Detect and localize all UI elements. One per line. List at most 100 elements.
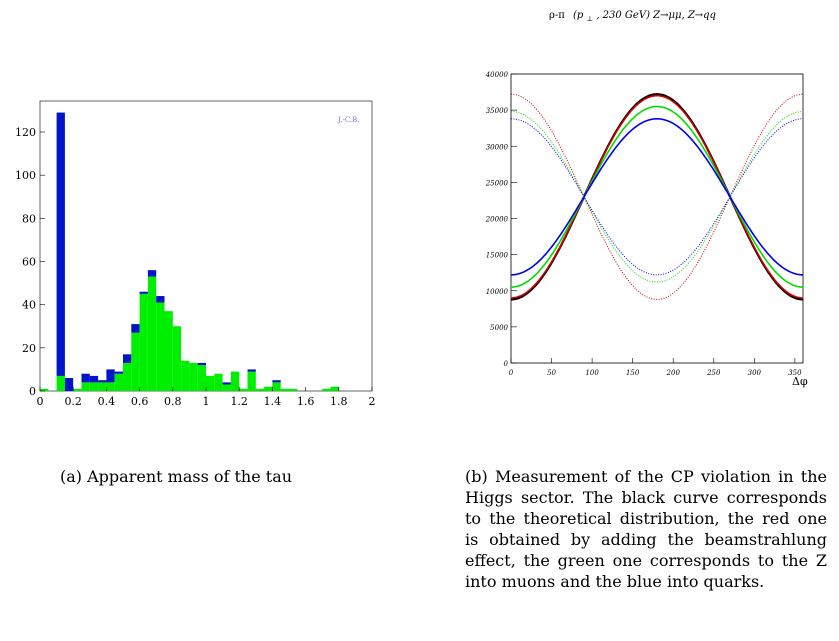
bar-green [214,373,223,391]
y-tick-label: 40000 [485,71,509,79]
bar-green [206,375,215,391]
x-tick-label: 0 [509,369,514,377]
bar-blue [123,354,132,363]
bar-green [106,382,115,391]
x-tick-label: 0.2 [64,395,82,408]
y-tick-label: 20000 [485,216,509,224]
y-tick-label: 40 [22,299,36,312]
y-tick-label: 25000 [485,179,509,187]
bar-green [114,373,123,391]
x-tick-label: 0.4 [98,395,116,408]
plot-b-frame [510,73,804,364]
x-tick-label: 0.8 [164,395,182,408]
caption-b-label: (b) [465,467,488,486]
plot-b-title-c: , 230 GeV) Z→μμ, Z→qq [596,10,716,21]
bar-blue [247,369,256,372]
bar-green [131,332,140,391]
bar-green [247,371,256,391]
bar-green [156,302,165,391]
series-line-2 [511,105,803,288]
y-tick-label: 0 [29,385,36,398]
bar-blue [131,324,140,333]
x-tick-label: 2 [369,395,376,408]
x-tick-label: 1 [203,395,210,408]
bar-green [40,388,49,391]
plot-b-title: ρ-π (p ⊥ , 230 GeV) Z→μμ, Z→qq [549,10,716,24]
series-line-6 [511,118,803,276]
bar-blue [156,296,165,303]
bar-green [73,388,82,391]
bar-blue [89,375,99,383]
x-tick-label: 0 [37,395,44,408]
series-line-5 [511,111,803,283]
bar-blue [222,382,231,385]
bar-green [81,382,90,391]
bar-green [280,388,289,391]
y-tick-label: 60 [22,256,36,269]
y-tick-label: 100 [15,169,36,182]
x-tick-label: 1.8 [330,395,348,408]
bar-green [222,384,231,391]
bar-green [189,362,198,391]
caption-a: (a) Apparent mass of the tau [60,466,390,487]
y-tick-label: 80 [22,212,36,225]
x-tick-label: 1.6 [297,395,315,408]
y-tick-label: 10000 [486,288,509,296]
series-line-3 [510,118,804,276]
y-tick-label: 0 [504,360,509,368]
bar-green [330,386,339,391]
caption-a-label: (a) [60,467,83,486]
bar-blue [197,362,206,366]
y-tick-label: 20 [22,342,36,355]
bar-green [147,276,157,391]
bar-green [172,326,182,391]
bar-blue [98,380,107,383]
y-tick-label: 15000 [486,252,509,260]
bar-green [264,386,273,391]
x-tick-label: 300 [748,369,762,377]
x-tick-label: 50 [547,369,556,377]
y-tick-label: 30000 [486,143,509,151]
bar-blue [272,380,281,383]
bar-green [272,382,281,391]
bar-blue [64,378,74,391]
series-line-1 [510,94,804,299]
y-tick-label: 35000 [486,107,509,115]
x-tick-label: 1.4 [264,395,282,408]
bar-green [123,362,132,391]
x-tick-label: 1.2 [230,395,248,408]
bar-green [98,382,107,391]
bar-green [181,360,190,391]
bar-blue [139,291,148,294]
bar-blue [56,112,65,376]
bar-blue [114,371,123,374]
plot-b-title-sub: ⊥ [587,15,594,23]
x-tick-label: 150 [626,369,640,377]
bar-blue [106,369,115,383]
bar-green [197,365,206,391]
plot-b-xlabel: Δφ [792,375,808,388]
y-tick-label: 5000 [490,324,508,332]
bar-green [56,375,65,391]
bar-green [239,388,248,391]
caption-b: (b) Measurement of the CP violation in t… [465,466,827,592]
bar-green [230,371,240,391]
x-tick-label: 0.6 [131,395,149,408]
bar-green [89,382,99,391]
plot-b-title-b: (p [573,10,584,21]
y-tick-label: 120 [15,126,36,139]
caption-b-text: Measurement of the CP violation in the H… [465,467,828,591]
bar-green [289,388,298,391]
bar-blue [81,373,90,383]
bar-green [164,311,173,391]
x-tick-label: 200 [666,369,681,377]
series-line-0 [511,93,803,301]
watermark: J.-C.B. [337,116,360,124]
x-tick-label: 250 [706,369,721,377]
series-line-4 [510,93,804,300]
x-tick-label: 350 [788,369,802,377]
plot-b-title-a: ρ-π [549,10,565,21]
caption-a-text: Apparent mass of the tau [87,467,293,486]
